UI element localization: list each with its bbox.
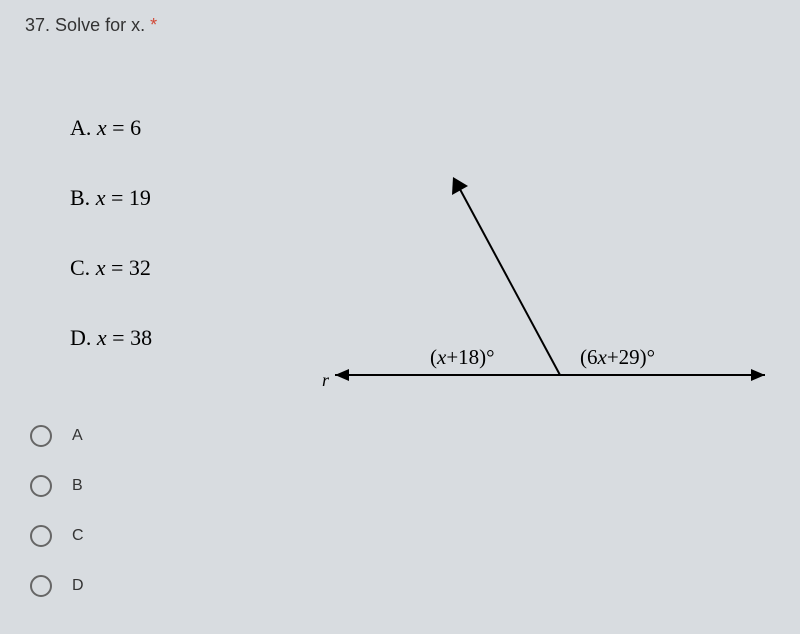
- radio-option-d[interactable]: D: [30, 575, 84, 597]
- radio-option-a[interactable]: A: [30, 425, 84, 447]
- radio-option-b[interactable]: B: [30, 475, 84, 497]
- arrow-diag-icon: [452, 177, 468, 195]
- radio-label-b: B: [72, 477, 83, 495]
- answer-d: D. x = 38: [70, 325, 152, 351]
- radio-options-list: A B C D: [30, 425, 84, 625]
- geometry-diagram: [315, 165, 775, 385]
- angle-label-1: (x+18)°: [430, 345, 495, 370]
- answer-options-list: A. x = 6 B. x = 19 C. x = 32 D. x = 38: [70, 115, 152, 395]
- radio-circle-icon: [30, 575, 52, 597]
- radio-label-a: A: [72, 427, 83, 445]
- answer-b: B. x = 19: [70, 185, 152, 211]
- radio-option-c[interactable]: C: [30, 525, 84, 547]
- radio-circle-icon: [30, 475, 52, 497]
- question-number: 37.: [25, 15, 50, 35]
- radio-label-c: C: [72, 527, 84, 545]
- arrow-left-icon: [335, 369, 349, 381]
- line-label-r: r: [322, 370, 329, 391]
- question-header: 37. Solve for x. *: [25, 15, 157, 36]
- radio-circle-icon: [30, 425, 52, 447]
- question-text: Solve for x.: [55, 15, 145, 35]
- diagram-svg: [315, 165, 775, 385]
- answer-c: C. x = 32: [70, 255, 152, 281]
- answer-a: A. x = 6: [70, 115, 152, 141]
- radio-circle-icon: [30, 525, 52, 547]
- angle-label-2: (6x+29)°: [580, 345, 655, 370]
- radio-label-d: D: [72, 577, 84, 595]
- arrow-right-icon: [751, 369, 765, 381]
- required-asterisk: *: [150, 15, 157, 35]
